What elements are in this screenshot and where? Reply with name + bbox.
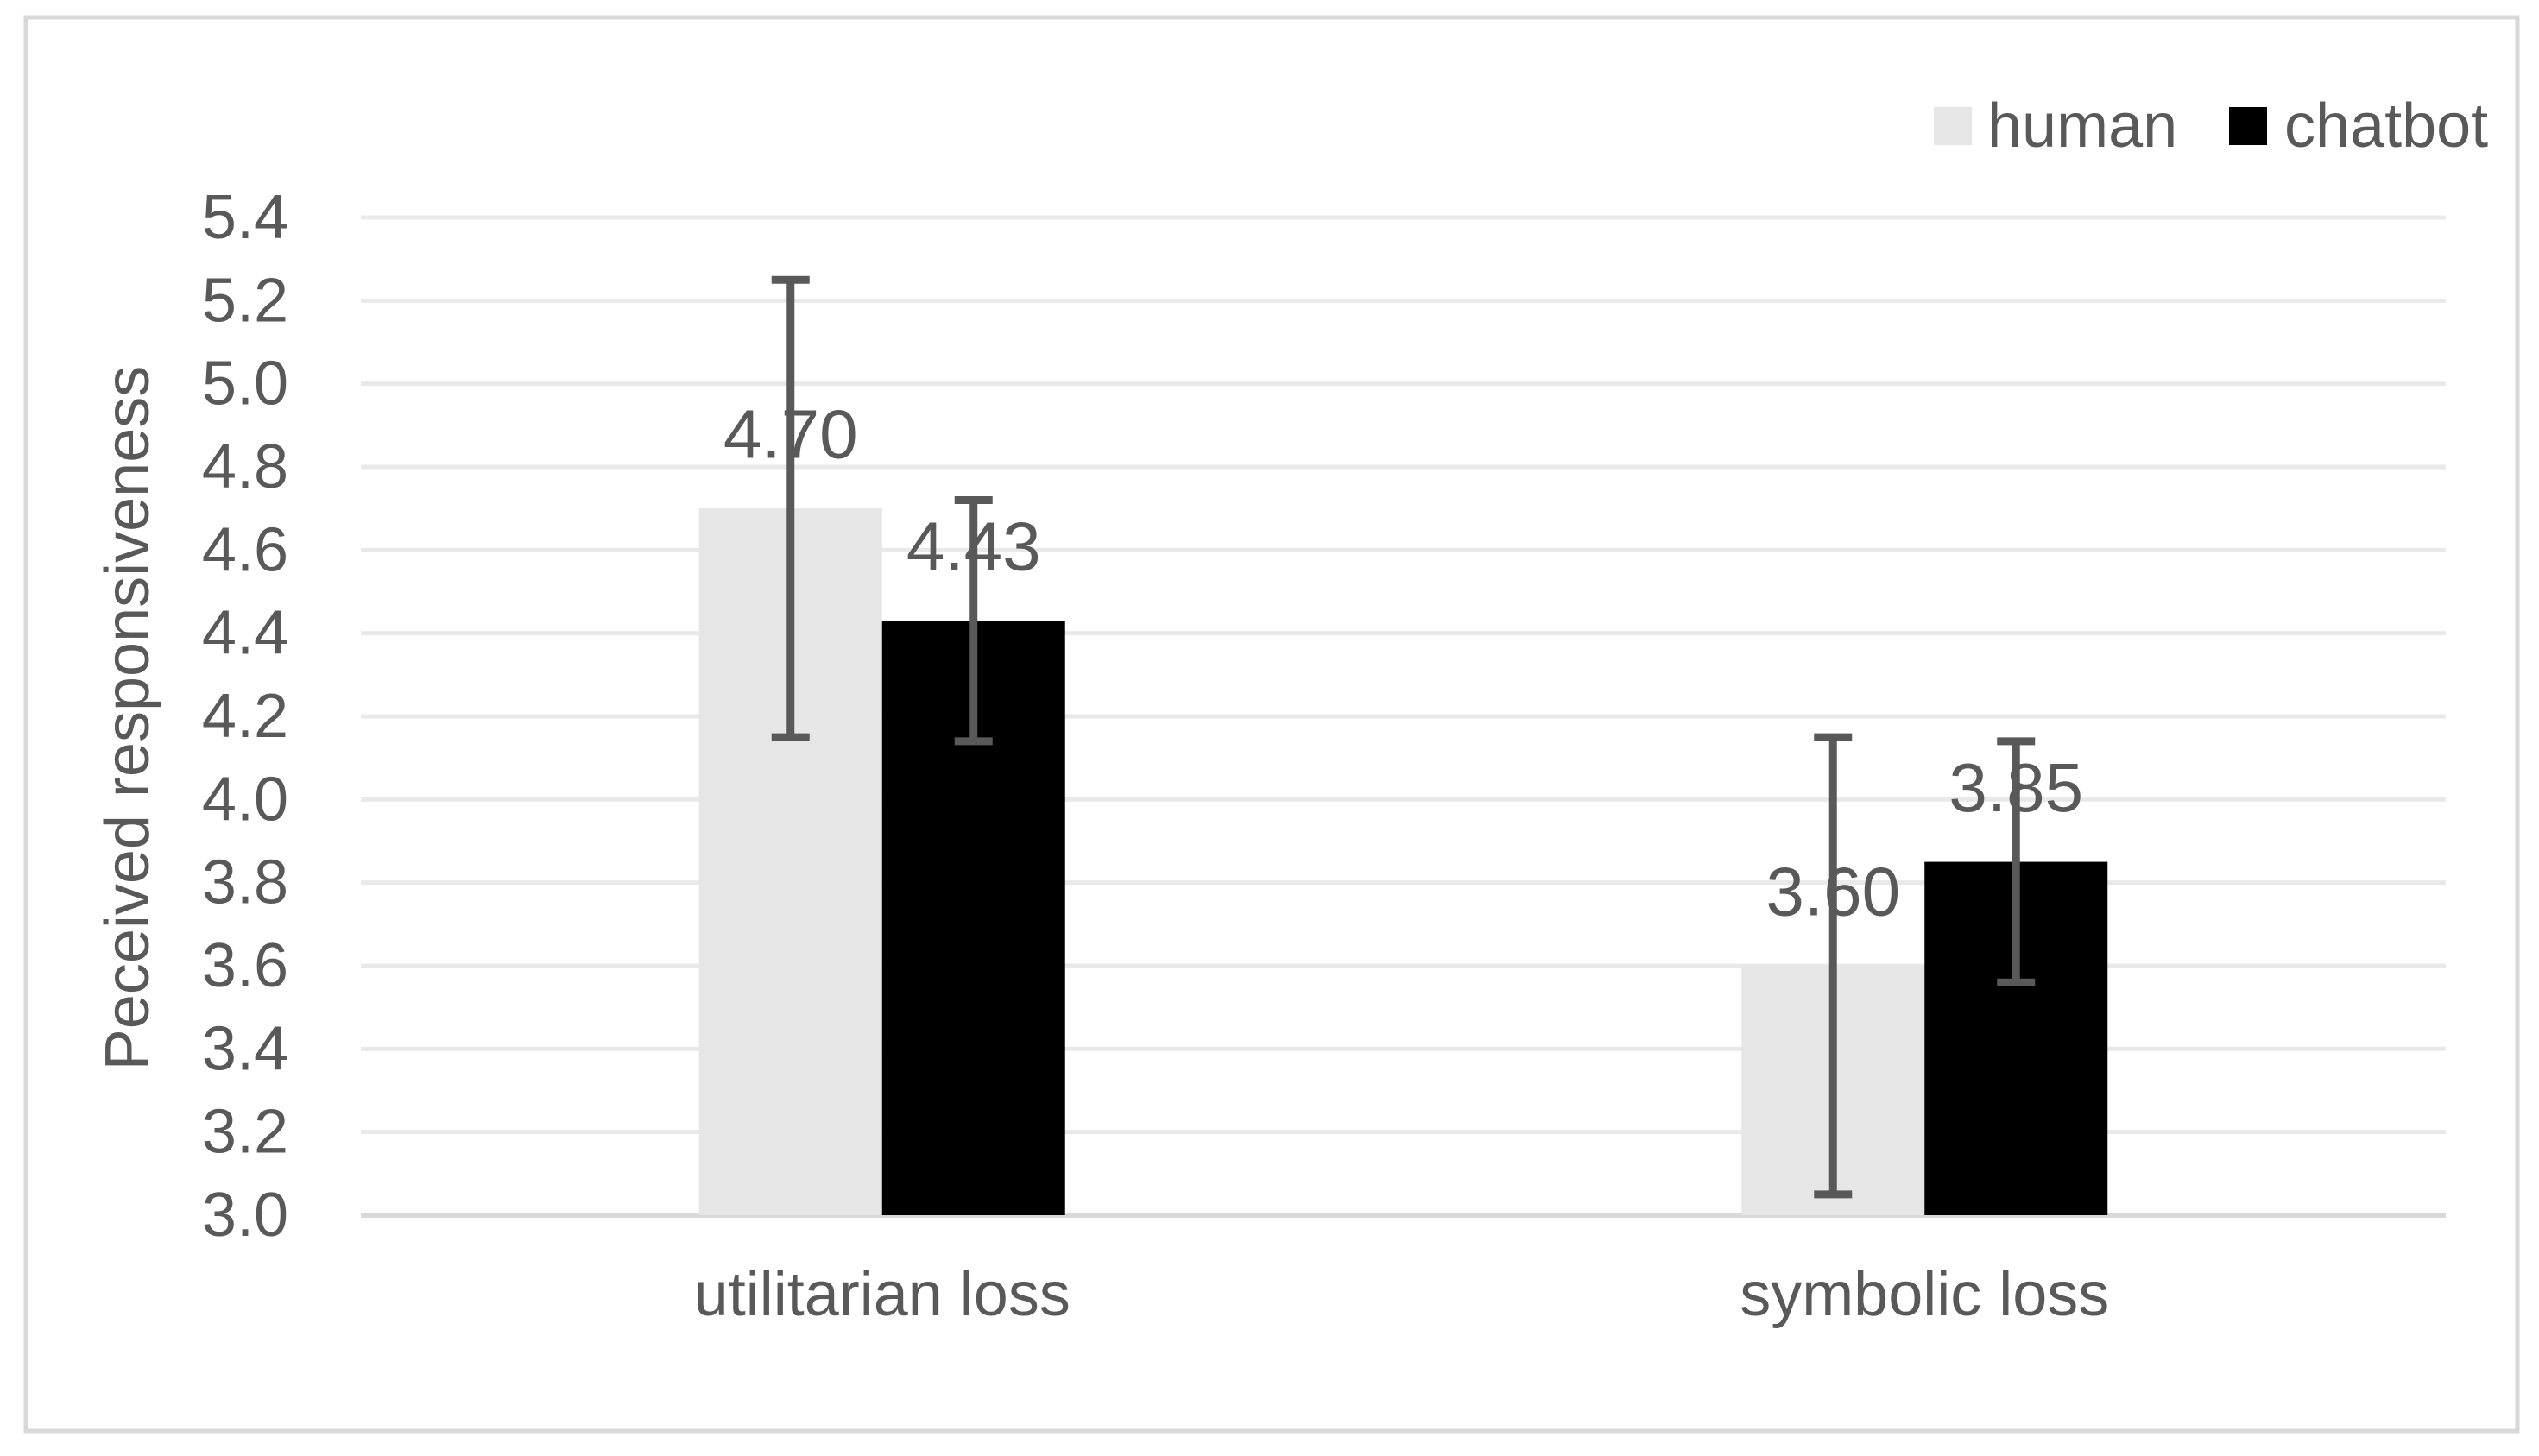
legend-label-human: human [1987,91,2177,161]
error-bar-human-symbolic-loss [1814,733,1853,1199]
x-category-label-symbolic-loss: symbolic loss [1740,1260,2109,1329]
y-tick-label: 3.4 [202,1014,288,1083]
y-tick-label: 4.6 [202,515,288,584]
y-tick-label: 5.2 [202,266,288,335]
legend-swatch-chatbot [2229,107,2267,145]
y-tick-label: 3.0 [202,1181,288,1250]
data-label-human-utilitarian-loss: 4.70 [723,396,858,473]
chart-frame-border [23,15,2520,1434]
y-tick-label: 5.0 [202,350,288,419]
x-category-labels-layer: utilitarian loss symbolic loss [694,1260,2110,1329]
y-tick-label: 4.8 [202,432,288,501]
data-labels-layer: 4.70 4.43 3.60 3.85 [723,396,2083,930]
legend-item-human: human [1934,91,2177,161]
legend-swatch-human [1934,107,1972,145]
bars-layer [698,508,2108,1215]
legend-label-chatbot: chatbot [2284,91,2488,161]
data-label-chatbot-symbolic-loss: 3.85 [1948,749,2083,826]
legend: human chatbot [1934,91,2488,161]
legend-item-chatbot: chatbot [2229,91,2488,161]
data-label-human-symbolic-loss: 3.60 [1765,854,1900,930]
error-bar-human-utilitarian-loss [771,275,810,741]
y-tick-label: 4.4 [202,599,288,668]
gridlines-layer [361,215,2446,1135]
y-tick-label: 3.2 [202,1098,288,1167]
y-tick-label: 3.8 [202,848,288,917]
y-axis-title: Peceived responsiveness [93,366,162,1070]
y-tick-labels-layer: 3.0 3.2 3.4 3.6 3.8 4.0 4.2 4.4 4.6 4.8 5.0 5.2 5.4 [202,183,288,1250]
data-label-chatbot-utilitarian-loss: 4.43 [906,508,1041,585]
error-bars-layer [771,275,2036,1199]
y-tick-label: 3.6 [202,931,288,1000]
error-bar-chatbot-utilitarian-loss [954,496,993,746]
y-tick-label: 5.4 [202,183,288,252]
y-tick-label: 4.0 [202,765,288,834]
error-bar-chatbot-symbolic-loss [1997,737,2036,986]
x-category-label-utilitarian-loss: utilitarian loss [694,1260,1071,1329]
y-tick-label: 4.2 [202,682,288,751]
